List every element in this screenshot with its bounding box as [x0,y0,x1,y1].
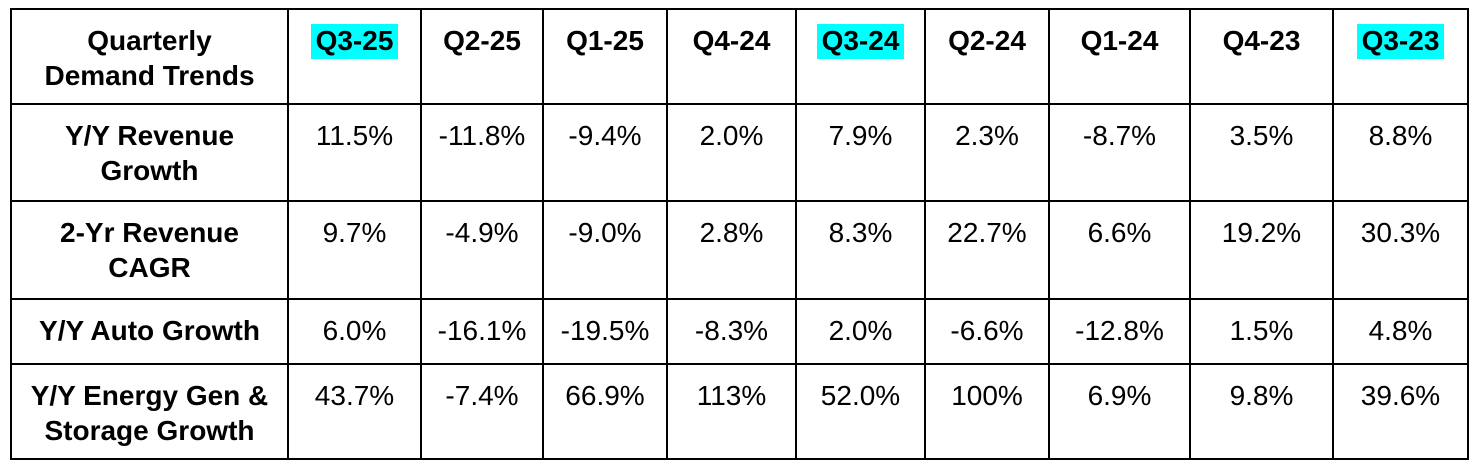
row-label-cell: Y/Y Revenue Growth [10,103,289,202]
value-cell: 8.8% [1332,103,1469,202]
value-cell: 8.3% [795,200,926,300]
value-cell: 11.5% [287,103,422,202]
table-body: Y/Y Revenue Growth 11.5% -11.8% -9.4% 2.0% 7.… [10,103,1469,460]
value-cell: 100% [924,363,1050,460]
value-cell: -8.7% [1048,103,1191,202]
row-label: Y/Y Auto Growth [39,315,260,346]
quarterly-demand-trends-table: Quarterly Demand Trends Q3-25 Q2-25 Q1-25 Q… [10,8,1469,460]
value-cell: 1.5% [1189,298,1334,365]
value-cell: 39.6% [1332,363,1469,460]
table-row: Y/Y Auto Growth 6.0% -16.1% -19.5% -8.3% 2.0%… [10,298,1469,365]
value-cell: 4.8% [1332,298,1469,365]
value-cell: 9.8% [1189,363,1334,460]
value-cell: -7.4% [420,363,544,460]
quarter-label: Q2-24 [948,25,1026,56]
value-cell: 19.2% [1189,200,1334,300]
row-label-cell: Y/Y Energy Gen & Storage Growth [10,363,289,460]
quarter-label: Q1-25 [566,25,644,56]
row-label: Y/Y Energy Gen & Storage Growth [30,380,269,446]
row-label: 2-Yr Revenue CAGR [60,217,239,283]
column-header: Q1-25 [542,8,668,105]
quarter-label-highlighted: Q3-25 [310,24,399,59]
column-header: Q2-25 [420,8,544,105]
value-cell: -6.6% [924,298,1050,365]
quarter-label: Q1-24 [1080,25,1159,56]
value-cell: 43.7% [287,363,422,460]
value-cell: 9.7% [287,200,422,300]
table-row: Y/Y Energy Gen & Storage Growth 43.7% -7.4… [10,363,1469,460]
value-cell: 2.0% [795,298,926,365]
value-cell: 2.0% [666,103,797,202]
row-label-cell: Y/Y Auto Growth [10,298,289,365]
column-header: Q3-24 [795,8,926,105]
column-header: Q2-24 [924,8,1050,105]
value-cell: 3.5% [1189,103,1334,202]
quarter-label: Q4-24 [692,25,771,56]
value-cell: 2.8% [666,200,797,300]
value-cell: 113% [666,363,797,460]
value-cell: -4.9% [420,200,544,300]
column-header: Q4-23 [1189,8,1334,105]
row-label: Y/Y Revenue Growth [64,120,235,186]
value-cell: 6.9% [1048,363,1191,460]
table-row: 2-Yr Revenue CAGR 9.7% -4.9% -9.0% 2.8% 8.3% 2… [10,200,1469,300]
value-cell: -8.3% [666,298,797,365]
quarter-label-highlighted: Q3-23 [1356,24,1445,59]
value-cell: -12.8% [1048,298,1191,365]
value-cell: 52.0% [795,363,926,460]
value-cell: -11.8% [420,103,544,202]
quarter-label: Q2-25 [443,25,521,56]
column-header: Q4-24 [666,8,797,105]
value-cell: -16.1% [420,298,544,365]
value-cell: 30.3% [1332,200,1469,300]
value-cell: 66.9% [542,363,668,460]
column-header: Q3-25 [287,8,422,105]
value-cell: 6.6% [1048,200,1191,300]
value-cell: 6.0% [287,298,422,365]
value-cell: 22.7% [924,200,1050,300]
value-cell: -9.0% [542,200,668,300]
table-title: Quarterly Demand Trends [44,25,255,91]
quarter-label-highlighted: Q3-24 [816,24,905,59]
header-row: Quarterly Demand Trends Q3-25 Q2-25 Q1-25 Q… [10,8,1469,105]
value-cell: 7.9% [795,103,926,202]
value-cell: -19.5% [542,298,668,365]
row-label-cell: 2-Yr Revenue CAGR [10,200,289,300]
column-header: Q3-23 [1332,8,1469,105]
table-row: Y/Y Revenue Growth 11.5% -11.8% -9.4% 2.0% 7.… [10,103,1469,202]
value-cell: -9.4% [542,103,668,202]
quarter-label: Q4-23 [1222,25,1301,56]
value-cell: 2.3% [924,103,1050,202]
corner-cell: Quarterly Demand Trends [10,8,289,105]
column-header: Q1-24 [1048,8,1191,105]
